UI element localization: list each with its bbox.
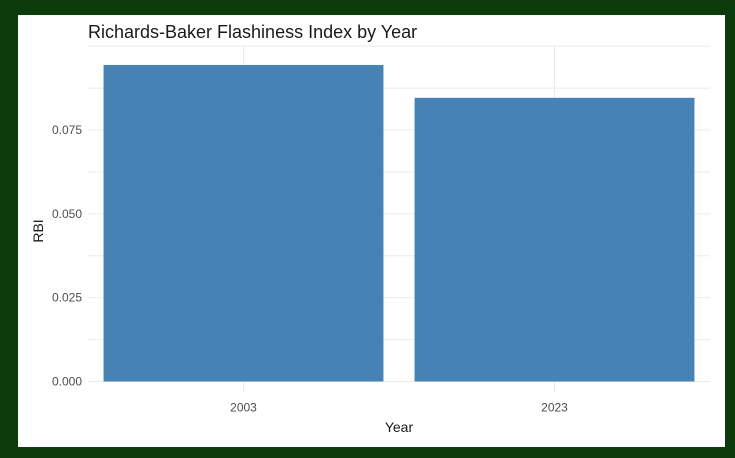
y-tick-label: 0.050 xyxy=(52,207,82,221)
x-axis-ticks: 2003 2023 xyxy=(230,401,568,415)
x-axis-title: Year xyxy=(385,419,414,435)
y-tick-label: 0.075 xyxy=(52,123,82,137)
y-tick-label: 0.000 xyxy=(52,375,82,389)
bar-2003 xyxy=(103,64,384,382)
bar-chart: 0.000 0.025 0.050 0.075 2003 2023 Richards-B… xyxy=(30,22,710,435)
y-axis-ticks: 0.000 0.025 0.050 0.075 xyxy=(52,123,82,389)
x-tick-label: 2023 xyxy=(541,401,568,415)
y-tick-label: 0.025 xyxy=(52,291,82,305)
bars xyxy=(103,64,695,382)
y-axis-title: RBI xyxy=(30,219,46,242)
chart-title: Richards-Baker Flashiness Index by Year xyxy=(88,22,417,42)
x-tick-label: 2003 xyxy=(230,401,257,415)
chart-panel: 0.000 0.025 0.050 0.075 2003 2023 Richards-B… xyxy=(18,15,725,447)
bar-2023 xyxy=(414,97,695,382)
